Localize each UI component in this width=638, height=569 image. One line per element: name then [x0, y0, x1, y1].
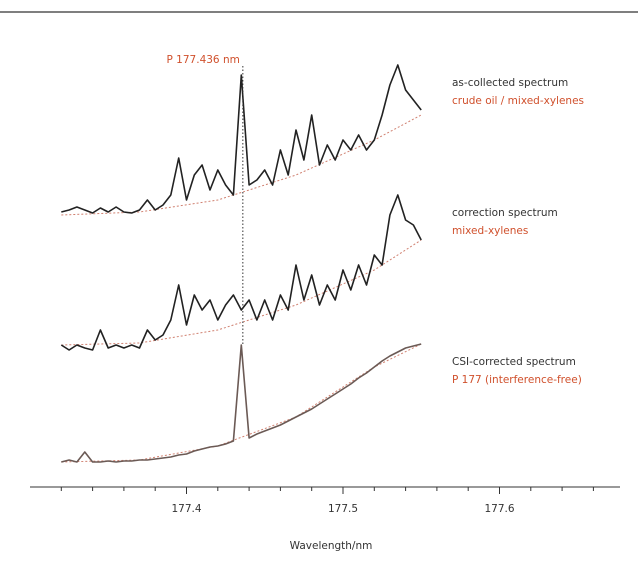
annotation-label: P 177.436 nm — [167, 54, 240, 66]
legend-sublabel: mixed-xylenes — [452, 225, 528, 237]
baseline — [61, 114, 422, 216]
spectrum-line — [61, 343, 422, 463]
spectrum-line — [60, 194, 422, 351]
legend-label: correction spectrum — [452, 207, 558, 219]
x-tick-label: 177.5 — [328, 503, 358, 515]
legend-sublabel: P 177 (interference-free) — [452, 374, 582, 386]
spectrum-line — [61, 64, 422, 214]
x-tick-label: 177.4 — [171, 503, 201, 515]
legend-sublabel: crude oil / mixed-xylenes — [452, 95, 584, 107]
legend-label: as-collected spectrum — [452, 77, 568, 89]
legend-label: CSI-corrected spectrum — [452, 356, 576, 368]
baseline — [61, 343, 422, 463]
x-tick-label: 177.6 — [484, 503, 514, 515]
baseline — [61, 239, 422, 346]
x-axis-label: Wavelength/nm — [290, 540, 373, 552]
